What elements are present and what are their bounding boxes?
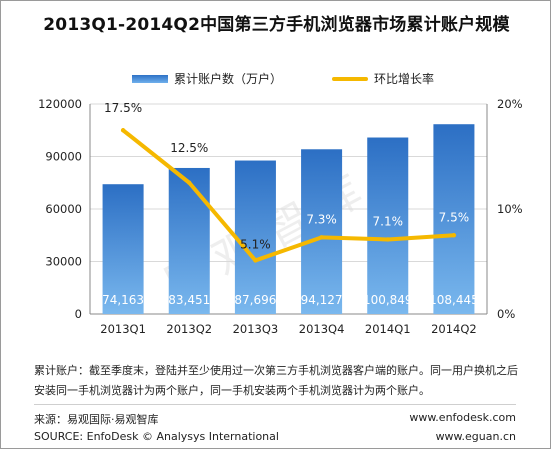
divider [34, 404, 516, 405]
bar [367, 137, 409, 314]
growth-data-label: 7.1% [373, 214, 404, 228]
source-cn: 来源：易观国际·易观智库 [34, 413, 159, 426]
bar-data-label: 87,696 [234, 293, 276, 307]
chart-title: 2013Q1-2014Q2中国第三方手机浏览器市场累计账户规模 [43, 15, 510, 35]
growth-point [319, 235, 324, 240]
legend-line-label: 环比增长率 [374, 72, 435, 86]
growth-data-label: 5.1% [240, 237, 271, 251]
growth-data-label: 17.5% [104, 101, 142, 115]
source-url-eguan[interactable]: www.eguan.cn [435, 430, 516, 443]
y-right-tick-label: 0% [497, 307, 515, 321]
growth-data-label: 7.3% [306, 212, 337, 226]
growth-data-label: 7.5% [439, 210, 470, 224]
source-en: SOURCE: EnfoDesk © Analysys Internationa… [34, 430, 279, 443]
footnote: 累计账户：截至季度末，登陆并至少使用过一次第三方手机浏览器客户端的账户。同一用户… [34, 361, 534, 401]
bar [301, 149, 343, 314]
growth-point [253, 258, 258, 263]
bar [433, 124, 475, 314]
y-left-tick-label: 120000 [38, 97, 82, 111]
growth-data-label: 12.5% [170, 141, 208, 155]
x-tick-label: 2013Q4 [299, 322, 345, 336]
growth-point [120, 128, 126, 133]
legend-bar-label: 累计账户数（万户） [174, 72, 283, 86]
x-tick-label: 2013Q2 [166, 322, 212, 336]
growth-point [385, 237, 390, 242]
growth-line [121, 128, 456, 263]
x-tick-label: 2013Q3 [233, 322, 279, 336]
bar [234, 160, 276, 314]
x-tick-label: 2014Q2 [431, 322, 477, 336]
footnote-line-1: 累计账户：截至季度末，登陆并至少使用过一次第三方手机浏览器客户端的账户。同一用户… [34, 364, 518, 377]
growth-point [187, 180, 192, 185]
bar-data-label: 108,445 [429, 293, 479, 307]
legend-bar: 累计账户数（万户） [132, 70, 282, 87]
legend-line-swatch [332, 76, 368, 81]
x-tick-label: 2014Q1 [365, 322, 411, 336]
legend-bar-swatch [132, 74, 168, 83]
y-left-tick-label: 0 [75, 307, 82, 321]
bar [168, 167, 210, 314]
x-tick-label: 2013Q1 [100, 322, 146, 336]
y-left-tick-label: 30000 [45, 255, 82, 269]
y-left-tick-label: 90000 [45, 150, 82, 164]
bar-data-label: 74,163 [102, 293, 144, 307]
bar-data-label: 83,451 [168, 293, 210, 307]
growth-point [451, 233, 457, 238]
bar-data-label: 100,849 [363, 293, 413, 307]
y-right-tick-label: 10% [497, 202, 523, 216]
y-left-tick-label: 60000 [45, 202, 82, 216]
y-right-tick-label: 20% [497, 97, 523, 111]
footnote-line-2: 安装同一手机浏览器计为两个账户，同一手机安装两个手机浏览器计为两个账户。 [34, 384, 430, 397]
bar [102, 184, 144, 314]
bar-data-label: 94,127 [301, 293, 343, 307]
legend-line: 环比增长率 [332, 70, 434, 87]
source-url-enfodesk[interactable]: www.enfodesk.com [409, 411, 516, 424]
